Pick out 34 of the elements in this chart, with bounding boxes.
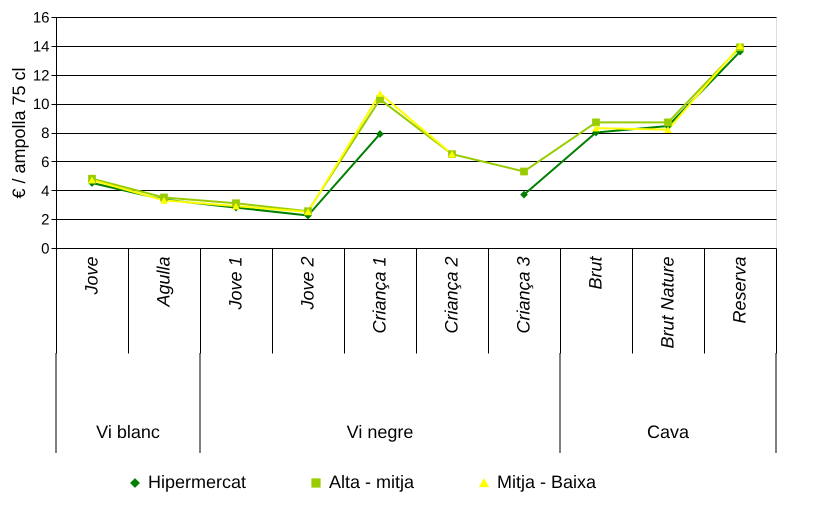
y-axis-title: € / ampolla 75 cl xyxy=(8,67,29,199)
y-tick-label: 10 xyxy=(32,96,50,114)
y-tick-label: 0 xyxy=(41,240,50,258)
legend-label: Hipermercat xyxy=(148,472,246,492)
legend-label: Mitja - Baixa xyxy=(497,472,598,492)
point xyxy=(664,126,672,133)
point xyxy=(520,190,528,198)
text: Vi blanc xyxy=(96,422,160,442)
text: Cava xyxy=(646,422,690,442)
x-tick-label: Jove xyxy=(82,256,102,296)
x-tick-label: Brut xyxy=(586,256,606,290)
y-tick-label: 12 xyxy=(32,67,50,84)
point xyxy=(520,168,528,176)
y-tick-label: 2 xyxy=(41,212,50,229)
point xyxy=(376,90,384,97)
y-tick-label: 14 xyxy=(32,38,50,56)
legend-label: Alta - mitja xyxy=(329,472,416,492)
x-tick-label: Criança 1 xyxy=(370,256,390,334)
y-tick-label: 4 xyxy=(41,182,50,200)
y-tick-label: 8 xyxy=(41,125,50,142)
point xyxy=(592,118,600,126)
point xyxy=(664,118,672,126)
point xyxy=(592,124,600,132)
x-tick-label: Criança 3 xyxy=(514,256,534,334)
x-tick-label: Jove 2 xyxy=(298,256,318,311)
x-tick-label: Agulla xyxy=(154,256,174,308)
y-tick-label: 6 xyxy=(41,154,50,171)
x-tick-label: Brut Nature xyxy=(658,256,678,349)
text: Vi negre xyxy=(346,422,414,442)
x-tick-label: Criança 2 xyxy=(442,256,462,334)
point xyxy=(376,130,384,138)
x-tick-label: Reserva xyxy=(730,256,750,324)
y-tick-label: 16 xyxy=(32,10,50,26)
x-tick-label: Jove 1 xyxy=(226,256,246,311)
